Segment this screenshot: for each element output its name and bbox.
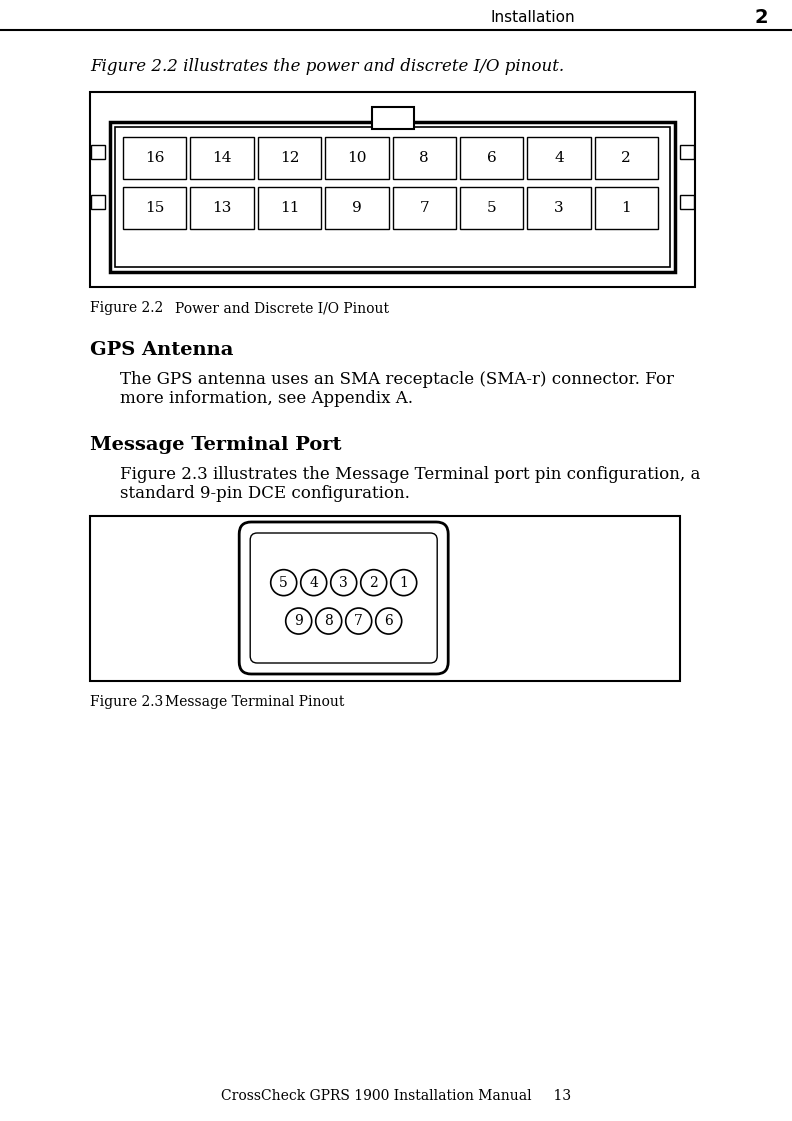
Bar xyxy=(527,137,591,179)
Text: 3: 3 xyxy=(339,576,348,590)
Bar xyxy=(527,187,591,229)
Text: GPS Antenna: GPS Antenna xyxy=(90,341,234,359)
Text: 4: 4 xyxy=(309,576,318,590)
Bar xyxy=(257,187,321,229)
Text: 14: 14 xyxy=(212,151,232,165)
Text: 2: 2 xyxy=(755,8,768,27)
Text: more information, see Appendix A.: more information, see Appendix A. xyxy=(120,390,413,407)
Bar xyxy=(90,516,680,680)
Bar xyxy=(90,92,695,287)
Bar xyxy=(680,195,694,209)
Bar xyxy=(680,145,694,159)
Bar xyxy=(91,145,105,159)
Bar xyxy=(371,106,413,129)
Text: 8: 8 xyxy=(420,151,429,165)
Text: Message Terminal Port: Message Terminal Port xyxy=(90,436,341,454)
Bar xyxy=(91,195,105,209)
Bar xyxy=(393,137,456,179)
Text: 9: 9 xyxy=(352,201,362,215)
Text: 16: 16 xyxy=(145,151,165,165)
Circle shape xyxy=(360,569,386,595)
Text: 6: 6 xyxy=(487,151,497,165)
Text: 5: 5 xyxy=(487,201,497,215)
Bar xyxy=(115,127,670,267)
Text: 1: 1 xyxy=(622,201,631,215)
Bar xyxy=(595,187,658,229)
Text: 2: 2 xyxy=(622,151,631,165)
Text: The GPS antenna uses an SMA receptacle (SMA-r) connector. For: The GPS antenna uses an SMA receptacle (… xyxy=(120,371,674,388)
Text: standard 9-pin DCE configuration.: standard 9-pin DCE configuration. xyxy=(120,485,410,502)
Text: 11: 11 xyxy=(280,201,299,215)
Circle shape xyxy=(375,608,402,634)
Bar xyxy=(123,137,186,179)
Text: Message Terminal Pinout: Message Terminal Pinout xyxy=(165,695,345,708)
Text: Power and Discrete I/O Pinout: Power and Discrete I/O Pinout xyxy=(175,302,389,315)
Text: 10: 10 xyxy=(347,151,367,165)
Text: 9: 9 xyxy=(295,614,303,628)
Circle shape xyxy=(345,608,371,634)
Text: 13: 13 xyxy=(212,201,232,215)
FancyBboxPatch shape xyxy=(250,532,437,663)
Bar xyxy=(460,137,524,179)
Text: 2: 2 xyxy=(369,576,378,590)
Text: 7: 7 xyxy=(420,201,429,215)
Text: 8: 8 xyxy=(325,614,333,628)
Bar xyxy=(123,187,186,229)
Bar xyxy=(393,187,456,229)
Text: Figure 2.2 illustrates the power and discrete I/O pinout.: Figure 2.2 illustrates the power and dis… xyxy=(90,58,564,75)
Text: Figure 2.2: Figure 2.2 xyxy=(90,302,163,315)
Text: 6: 6 xyxy=(384,614,393,628)
Circle shape xyxy=(301,569,327,595)
Text: 7: 7 xyxy=(354,614,364,628)
Text: 12: 12 xyxy=(280,151,299,165)
Bar xyxy=(190,187,253,229)
Circle shape xyxy=(390,569,417,595)
Text: 1: 1 xyxy=(399,576,408,590)
Bar xyxy=(326,187,389,229)
Bar xyxy=(110,122,675,272)
Bar xyxy=(595,137,658,179)
Text: Figure 2.3: Figure 2.3 xyxy=(90,695,163,708)
Text: CrossCheck GPRS 1900 Installation Manual     13: CrossCheck GPRS 1900 Installation Manual… xyxy=(221,1088,571,1103)
FancyBboxPatch shape xyxy=(239,522,448,674)
Circle shape xyxy=(286,608,312,634)
Text: Figure 2.3 illustrates the Message Terminal port pin configuration, a: Figure 2.3 illustrates the Message Termi… xyxy=(120,466,700,483)
Text: 4: 4 xyxy=(554,151,564,165)
Text: Installation: Installation xyxy=(490,10,575,25)
Text: 15: 15 xyxy=(145,201,165,215)
Text: 5: 5 xyxy=(280,576,288,590)
Circle shape xyxy=(331,569,356,595)
Circle shape xyxy=(271,569,297,595)
Circle shape xyxy=(316,608,341,634)
Bar xyxy=(326,137,389,179)
Bar xyxy=(190,137,253,179)
Text: 3: 3 xyxy=(554,201,564,215)
Bar xyxy=(460,187,524,229)
Bar xyxy=(257,137,321,179)
